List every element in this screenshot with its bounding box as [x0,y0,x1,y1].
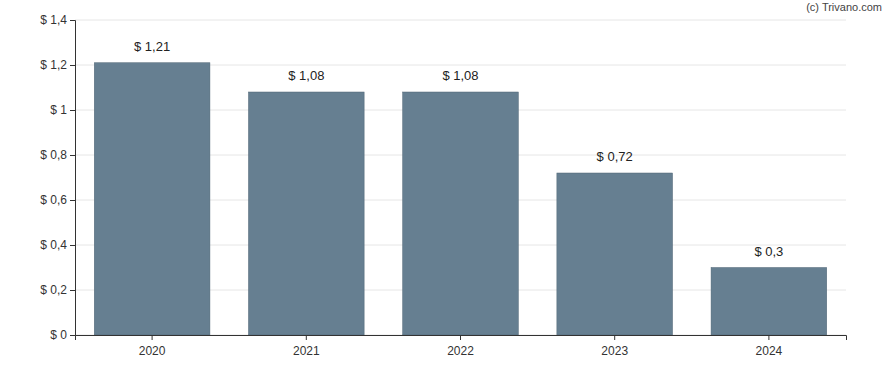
x-axis-line [76,336,847,341]
y-tick: $ 0,6 [40,193,75,207]
x-tick: 2021 [293,335,320,358]
bar [248,92,364,335]
x-tick-mark [614,335,615,340]
x-tick-label: 2022 [447,344,474,358]
chart-container: $ 1,21$ 1,08$ 1,08$ 0,72$ 0,3$ 0$ 0,2$ 0… [0,0,888,370]
y-tick-label: $ 0,2 [40,283,67,297]
y-tick-label: $ 0,6 [40,193,67,207]
y-tick: $ 0 [50,328,75,342]
y-tick-mark [70,20,75,21]
data-labels: $ 1,21 $ 1,08 $ 1,08 $ 0,72 $ 0,3 [134,39,783,259]
data-label: $ 0,3 [754,244,783,259]
plot: $ 1,21$ 1,08$ 1,08$ 0,72$ 0,3$ 0$ 0,2$ 0… [40,13,846,358]
y-tick-label: $ 1,4 [40,13,67,27]
x-tick-label: 2021 [293,344,320,358]
bar [557,173,673,335]
y-tick-label: $ 1,2 [40,58,67,72]
bar [403,92,519,335]
y-tick: $ 1,4 [40,13,75,27]
x-tick: 2024 [756,335,783,358]
x-tick-label: 2020 [139,344,166,358]
y-tick-mark [70,245,75,246]
bar [94,63,210,335]
grid-line [75,20,846,21]
y-tick-label: $ 0,4 [40,238,67,252]
y-tick-mark [70,290,75,291]
y-tick-mark [70,110,75,111]
x-tick-mark [306,335,307,340]
annotations: (c) Trivano.com [806,1,882,13]
grid [75,20,846,335]
x-axis: 2020 2021 2022 2023 2024 [76,335,847,358]
y-tick: $ 1 [50,103,75,117]
y-tick: $ 0,2 [40,283,75,297]
y-tick: $ 0,4 [40,238,75,252]
x-tick-mark [152,335,153,340]
x-tick-label: 2024 [756,344,783,358]
copyright: (c) Trivano.com [806,1,882,13]
x-tick: 2023 [601,335,628,358]
data-label: $ 1,21 [134,39,170,54]
data-label: $ 0,72 [597,149,633,164]
y-tick-label: $ 0 [50,328,67,342]
y-tick-mark [70,155,75,156]
y-tick-label: $ 1 [50,103,67,117]
x-tick-mark [768,335,769,340]
y-tick-label: $ 0,8 [40,148,67,162]
x-tick-label: 2023 [601,344,628,358]
x-tick-mark [460,335,461,340]
data-label: $ 1,08 [288,68,324,83]
data-label: $ 1,08 [442,68,478,83]
x-tick: 2022 [447,335,474,358]
y-tick-mark [70,200,75,201]
chart: $ 1,21$ 1,08$ 1,08$ 0,72$ 0,3$ 0$ 0,2$ 0… [0,0,888,370]
bars [94,63,826,335]
bar [711,268,827,336]
y-axis: $ 0 $ 0,2 $ 0,4 $ 0,6 $ 0,8 $ 1 $ 1,2 $ 1,4 [40,13,75,342]
y-tick-mark [70,65,75,66]
x-tick: 2020 [139,335,166,358]
y-tick-mark [70,335,75,336]
y-tick: $ 0,8 [40,148,75,162]
y-axis-line [70,21,76,336]
y-tick: $ 1,2 [40,58,75,72]
